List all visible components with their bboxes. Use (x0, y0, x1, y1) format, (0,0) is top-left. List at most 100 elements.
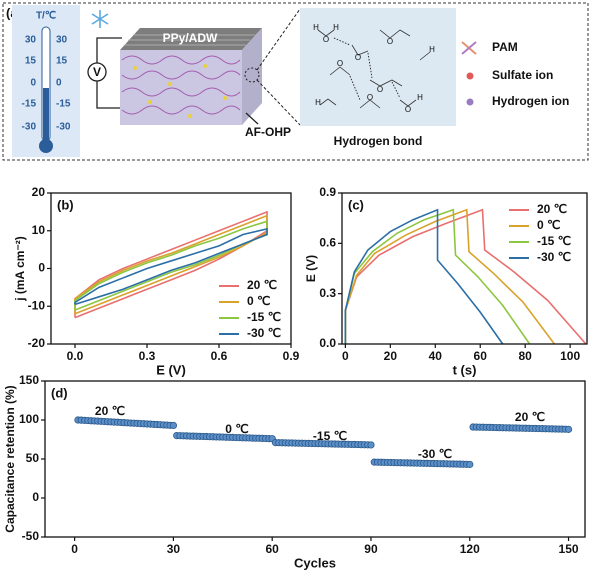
point (169, 421, 178, 430)
zoom-title: Hydrogen bond (334, 134, 423, 148)
legend-label: -15 ℃ (537, 234, 571, 248)
panel-label: (c) (348, 197, 364, 212)
y-tick-label: 10 (32, 223, 46, 237)
x-tick-label: 100 (560, 349, 580, 363)
annotation: -30 ℃ (418, 447, 452, 461)
series-line (74, 210, 268, 319)
y-tick-label: 100 (19, 412, 39, 426)
legend-label: -15 ℃ (247, 310, 281, 324)
electrode-layers (124, 34, 255, 46)
y-tick-label: 50 (26, 451, 40, 465)
legend-label: Sulfate ion (492, 68, 553, 82)
gel-front (120, 50, 242, 125)
legend-label: 20 ℃ (537, 202, 567, 216)
polymer-chains (121, 55, 241, 115)
panel-label: (d) (51, 385, 68, 400)
device-label: AF-OHP (245, 125, 291, 139)
x-tick-label: 30 (167, 542, 181, 556)
temp-label: -30 (22, 122, 37, 133)
y-tick-label: 20 (32, 185, 46, 199)
y-tick-label: 0.6 (319, 236, 336, 250)
x-tick-label: 0.0 (67, 349, 84, 363)
series-line (74, 227, 268, 306)
y-tick-label: 0.3 (319, 286, 336, 300)
y-tick-label: 0 (32, 490, 39, 504)
legend-label: Hydrogen ion (492, 94, 569, 108)
y-axis-title: Capacitance retention (%) (3, 385, 17, 532)
temp-label: 0 (30, 78, 36, 89)
x-tick-label: 60 (266, 542, 280, 556)
point (367, 441, 375, 449)
annotation: -15 ℃ (313, 429, 347, 443)
molecule-label: O (367, 93, 373, 102)
legend-label: 0 ℃ (537, 218, 560, 232)
y-axis-title: E (V) (304, 255, 318, 282)
y-axis-title: j (mA cm⁻²) (13, 236, 27, 302)
hydrogen-bonds (333, 37, 401, 101)
x-tick-label: 20 (384, 349, 398, 363)
molecule-label: O (355, 53, 361, 62)
plot-frame (50, 192, 292, 345)
annotation: 20 ℃ (95, 404, 125, 418)
molecule-label: H (315, 98, 321, 107)
temp-label: 30 (56, 35, 68, 46)
x-tick-label: 0.6 (211, 349, 228, 363)
series-line (344, 208, 556, 345)
temp-label: 0 (56, 78, 62, 89)
molecule-label: O (377, 85, 383, 94)
charts: 0.0 0.3 0.6 0.9 -20 -10 0 10 20 E (V) j (mA cm⁻²) (… (3, 185, 588, 570)
panel-label: (b) (57, 197, 74, 212)
x-tick-label: 40 (429, 349, 443, 363)
x-axis-title: t (s) (453, 362, 477, 377)
legend-label: PAM (492, 40, 518, 54)
x-tick-label: 0 (342, 349, 349, 363)
thermometer-bulb (39, 139, 53, 153)
voltmeter-label: V (93, 65, 101, 79)
molecule-label: H (313, 23, 319, 32)
y-tick-label: 0 (38, 261, 45, 275)
molecule-label: H (333, 23, 339, 32)
legend-pam-icon (461, 41, 477, 55)
annotation: 0 ℃ (225, 422, 248, 436)
thermometer-mercury (43, 88, 49, 141)
thermometer-title: T/℃ (36, 11, 56, 22)
panel-frame (2, 2, 589, 161)
annotation: 20 ℃ (515, 410, 545, 424)
temp-label: 30 (25, 35, 37, 46)
y-tick-label: -50 (22, 529, 40, 543)
voltmeter (87, 62, 107, 82)
x-tick-label: 90 (364, 542, 378, 556)
molecule-label: H (417, 93, 423, 102)
plot-frame (341, 192, 588, 345)
panel-a: (a) T/℃ 30 15 0 -15 -30 30 15 0 -15 -30 … (2, 2, 589, 161)
series-line (74, 220, 268, 311)
legend-sulfate-icon (466, 72, 474, 80)
zoom-lines (256, 8, 301, 126)
legend-label: 20 ℃ (247, 278, 277, 292)
series-line (344, 208, 504, 345)
x-axis-title: E (V) (156, 362, 186, 377)
legend-label: 0 ℃ (247, 294, 270, 308)
x-tick-label: 60 (474, 349, 488, 363)
zoom-circle (244, 67, 260, 83)
temp-label: -15 (22, 99, 37, 110)
electrode-top (120, 28, 262, 50)
molecule-label: O (405, 105, 411, 114)
legend-hydrogen-icon (466, 98, 474, 106)
bonds (317, 29, 431, 109)
point (466, 460, 474, 469)
temp-label: -30 (56, 122, 71, 133)
wires (96, 37, 122, 109)
zoom-box (300, 8, 456, 126)
electrode-label: PPy/ADW (163, 31, 218, 45)
plot-frame (44, 380, 586, 538)
y-tick-label: 0.0 (319, 336, 336, 350)
temp-label: -15 (56, 99, 71, 110)
legend-label: -30 ℃ (537, 250, 571, 264)
y-tick-label: 150 (19, 373, 39, 387)
device-arrow (245, 112, 259, 125)
y-tick-label: -20 (28, 336, 46, 350)
x-tick-label: 120 (460, 542, 480, 556)
molecule-label: O (323, 35, 329, 44)
x-axis-title: Cycles (294, 555, 336, 570)
